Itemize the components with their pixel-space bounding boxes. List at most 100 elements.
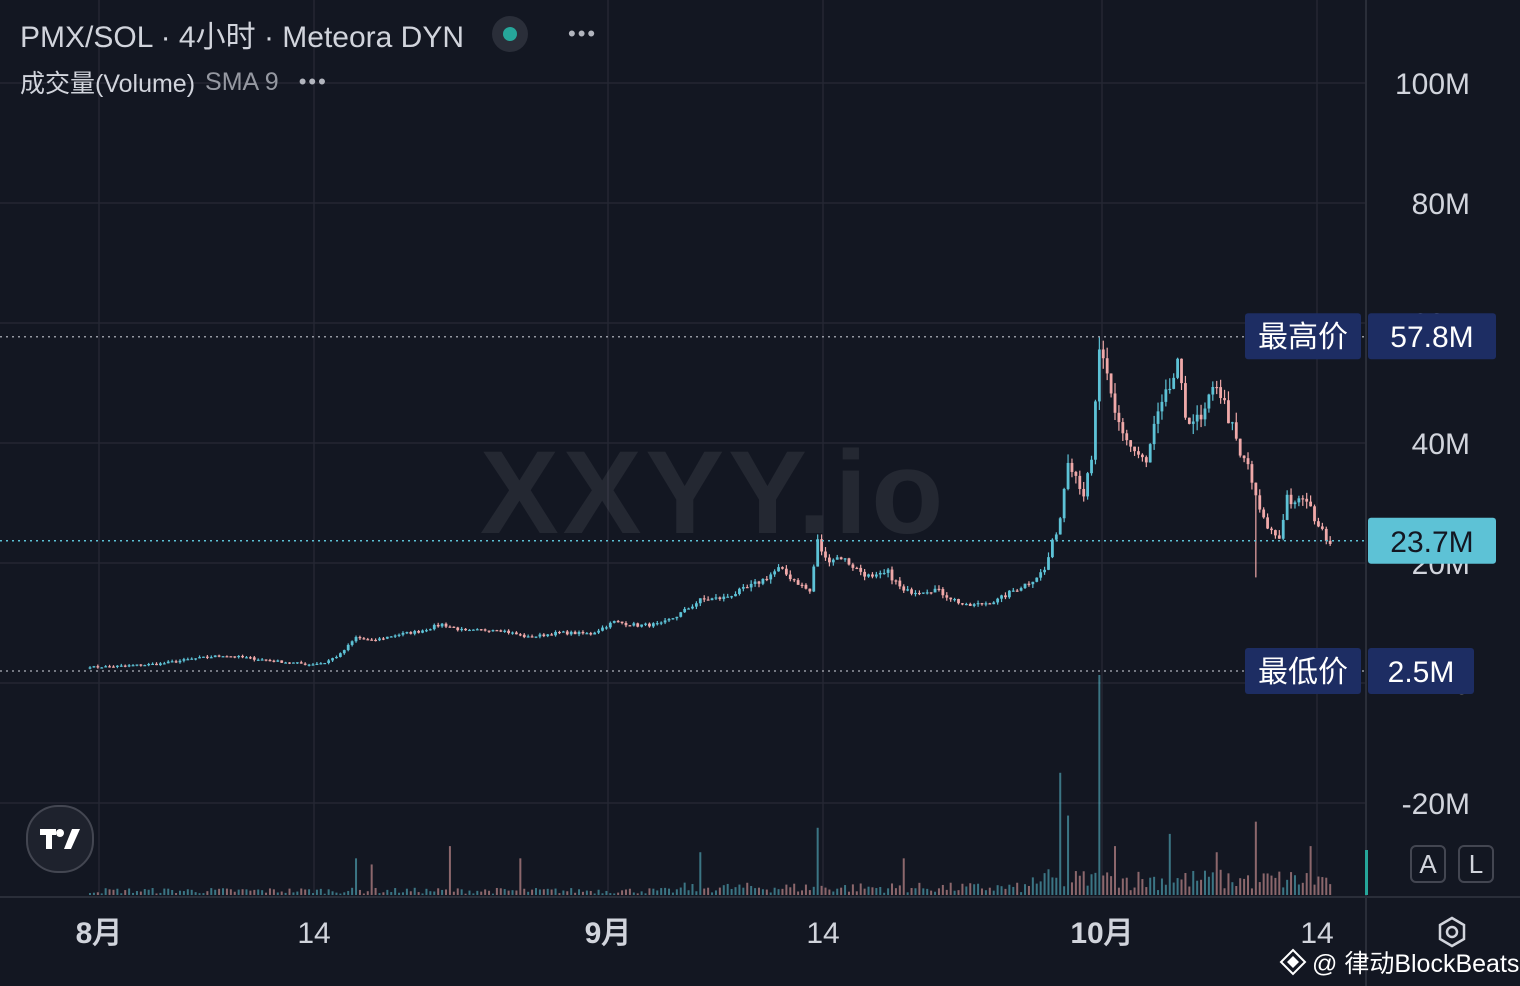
candle-body (1211, 386, 1215, 395)
candle-body (1117, 412, 1121, 423)
candle-body (1047, 557, 1050, 570)
candle-body (1191, 421, 1195, 424)
low-value: 2.5M (1388, 656, 1455, 689)
volume-bar (937, 888, 940, 895)
volume-bar (711, 892, 714, 895)
more-options-icon[interactable]: ••• (568, 21, 598, 46)
candle-body (867, 574, 870, 577)
volume-bar (1243, 878, 1246, 895)
candle-body (511, 632, 514, 634)
candle-body (874, 574, 878, 577)
volume-bar (687, 890, 690, 895)
symbol-title[interactable]: PMX/SOL · 4小时 · Meteora DYN (20, 21, 464, 54)
volume-indicator-name[interactable]: 成交量(Volume) (20, 70, 196, 98)
volume-bar (366, 891, 369, 895)
candle-body (1066, 462, 1070, 489)
volume-bar (178, 890, 181, 895)
volume-bar (1176, 878, 1179, 895)
volume-bar (190, 889, 193, 895)
candle-body (428, 629, 432, 631)
volume-bar (1067, 815, 1070, 895)
volume-bar (652, 888, 655, 895)
volume-bar (1090, 874, 1093, 895)
settings-icon[interactable] (1435, 915, 1469, 954)
volume-bar (1114, 846, 1117, 895)
candle-body (839, 557, 843, 560)
candle-body (1187, 417, 1191, 424)
tradingview-logo-icon[interactable] (26, 805, 94, 873)
candle-body (491, 630, 495, 632)
candle-body (385, 636, 389, 639)
volume-bar (1086, 885, 1089, 895)
volume-bar (804, 884, 807, 895)
volume-bar (531, 889, 534, 895)
volume-bar (1270, 875, 1273, 895)
candle-body (217, 655, 221, 657)
candle-body (953, 599, 957, 601)
candle-body (1054, 534, 1058, 540)
candle-body (980, 603, 984, 605)
volume-bar (398, 892, 401, 895)
auto-scale-button[interactable]: A (1410, 845, 1446, 883)
volume-bar (816, 827, 819, 895)
volume-bar (390, 892, 393, 895)
volume-bar (656, 890, 659, 895)
candle-body (632, 623, 636, 626)
volume-bar (386, 889, 389, 895)
candle-body (1195, 414, 1199, 422)
volume-bar (237, 889, 240, 895)
volume-bar (922, 888, 925, 895)
candle-body (229, 656, 233, 658)
candle-body (1215, 386, 1219, 389)
candle-body (898, 580, 902, 587)
volume-more-icon[interactable]: ••• (298, 69, 328, 94)
candle-body (1129, 440, 1133, 447)
candle-body (1258, 495, 1262, 510)
volume-bar (1223, 888, 1226, 895)
volume-bar (644, 893, 647, 895)
candle-body (299, 662, 303, 664)
candle-body (432, 624, 436, 630)
candle-body (515, 632, 518, 635)
candle-body (1309, 501, 1313, 507)
volume-bar (1082, 871, 1085, 895)
volume-bar (1227, 873, 1230, 895)
candle-body (186, 659, 190, 661)
candle-body (667, 618, 671, 621)
volume-bar (468, 890, 471, 895)
candle-body (597, 630, 600, 633)
high-label: 最高价 (1258, 321, 1348, 354)
candle-body (475, 629, 479, 631)
volume-bar (1211, 872, 1214, 895)
volume-bar (730, 888, 733, 895)
candle-body (1011, 590, 1015, 592)
candle-body (1086, 473, 1090, 497)
volume-bar (695, 891, 698, 895)
candle-body (608, 622, 612, 628)
candle-body (1180, 358, 1183, 384)
volume-bar (315, 889, 318, 895)
market-status-icon[interactable] (492, 16, 528, 52)
candle-body (890, 569, 894, 581)
volume-bar (1149, 877, 1152, 895)
candle-body (413, 631, 417, 634)
volume-bar (511, 890, 514, 895)
candle-body (550, 634, 554, 636)
candle-body (538, 634, 542, 637)
candle-body (706, 599, 710, 601)
candle-body (174, 661, 178, 663)
log-scale-button[interactable]: L (1458, 845, 1494, 883)
candle-body (284, 662, 288, 664)
volume-bar (206, 891, 209, 895)
volume-bar (89, 893, 91, 895)
high-label-bg (1245, 313, 1361, 360)
candle-body (871, 574, 874, 577)
candle-body (1168, 388, 1172, 391)
watermark: XXYY.io (480, 427, 948, 559)
candle-body (448, 626, 452, 628)
candle-body (698, 598, 702, 604)
y-tick-label: -20M (1402, 788, 1470, 821)
candle-body (280, 660, 284, 663)
volume-bar (1196, 880, 1199, 895)
